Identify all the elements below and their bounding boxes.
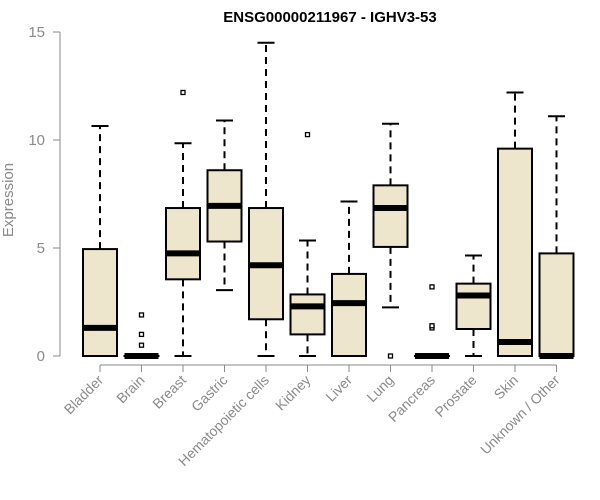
y-tick-label: 15 (28, 24, 45, 41)
x-tick-label: Liver (322, 372, 355, 405)
box-body (372, 184, 409, 248)
box-pancreas (414, 284, 450, 359)
box-body (82, 248, 118, 357)
box-lung (372, 122, 409, 359)
box-brain (123, 312, 160, 359)
box-body (289, 293, 326, 336)
x-tick-label: Unknown / Other (477, 372, 563, 458)
x-tick-label: Brain (113, 372, 147, 406)
chart-title: ENSG00000211967 - IGHV3-53 (223, 9, 436, 26)
box-body (497, 147, 533, 357)
box-unknown-other (538, 115, 575, 359)
x-tick-label: Bladder (61, 372, 107, 418)
x-tick-label: Kidney (272, 372, 314, 414)
y-tick-label: 10 (28, 132, 45, 149)
y-axis: 0 5 10 15 (28, 24, 61, 365)
box-body (331, 272, 367, 358)
box-gastric (206, 119, 243, 292)
outlier-point (387, 353, 394, 359)
box-liver (331, 200, 367, 358)
box-kidney (289, 131, 326, 357)
y-tick-label: 5 (37, 240, 45, 257)
outlier-point (304, 131, 311, 138)
box-hematopoietic-cells (248, 41, 284, 357)
x-tick-label: Breast (149, 372, 189, 412)
boxes-group (82, 41, 575, 359)
box-body (455, 282, 492, 331)
outlier-point (429, 284, 435, 290)
x-tick-label: Skin (491, 372, 522, 403)
box-skin (497, 91, 533, 357)
outlier-point (138, 342, 145, 348)
box-body (538, 252, 575, 357)
box-prostate (455, 254, 492, 357)
y-axis-label: Expression (0, 163, 17, 237)
box-breast (165, 89, 201, 357)
outlier-point (138, 312, 145, 318)
box-body (165, 207, 201, 281)
x-tick-label: Lung (363, 372, 396, 405)
y-tick-label: 0 (37, 348, 45, 365)
x-tick-label: Prostate (431, 372, 479, 420)
outlier-point (429, 323, 435, 329)
outlier-point (138, 331, 145, 338)
box-bladder (82, 124, 118, 357)
outlier-point (180, 89, 186, 96)
